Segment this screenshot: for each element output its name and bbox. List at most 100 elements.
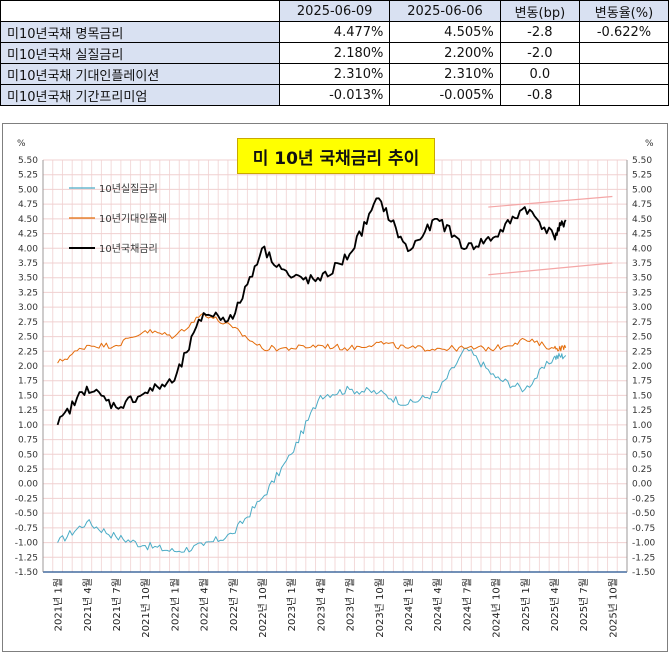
y-tick-label-left: -0.50 <box>15 509 39 519</box>
y-tick-label-right: -1.50 <box>632 568 656 578</box>
row-bp: -2.8 <box>499 21 580 43</box>
x-tick-label: 2023년 7월 <box>345 578 357 631</box>
y-tick-label-left: 1.75 <box>18 377 38 387</box>
x-tick-label: 2023년 4월 <box>315 578 327 631</box>
row-value-1: -0.013% <box>278 84 391 106</box>
y-tick-label-right: 2.25 <box>632 347 652 357</box>
y-tick-label-right: 1.50 <box>632 391 652 401</box>
x-tick-label: 2025년 10월 <box>607 578 619 638</box>
table-header-date2: 2025-06-06 <box>389 0 501 22</box>
y-tick-label-right: -0.50 <box>632 509 656 519</box>
row-pct <box>578 84 669 106</box>
row-value-2: -0.005% <box>389 84 501 106</box>
x-tick-label: 2023년 1월 <box>286 578 298 631</box>
legend-label: 10년실질금리 <box>99 183 158 195</box>
rates-table: 2025-06-09 2025-06-06 변동(bp) 변동율(%) 미10년… <box>0 0 669 106</box>
y-tick-label-left: 4.75 <box>18 200 38 210</box>
x-tick-label: 2024년 7월 <box>461 578 473 631</box>
table-row: 미10년국채 기간프리미엄 -0.013% -0.005% -0.8 <box>0 84 669 106</box>
row-label: 미10년국채 실질금리 <box>0 42 280 64</box>
x-tick-label: 2025년 7월 <box>578 578 590 631</box>
x-tick-label: 2024년 4월 <box>432 578 444 631</box>
y-tick-label-right: 5.00 <box>632 185 652 195</box>
x-tick-label: 2021년 7월 <box>111 578 123 631</box>
y-tick-label-right: 4.75 <box>632 200 652 210</box>
row-pct: -0.622% <box>578 21 669 43</box>
y-tick-label-right: 3.25 <box>632 288 652 298</box>
x-tick-label: 2025년 1월 <box>520 578 532 631</box>
series-line-2 <box>57 312 567 364</box>
y-tick-label-right: 3.50 <box>632 274 652 284</box>
table-row: 미10년국채 명목금리 4.477% 4.505% -2.8 -0.622% <box>0 21 669 43</box>
y-tick-label-right: 2.00 <box>632 362 652 372</box>
y-tick-label-left: -1.00 <box>15 539 39 549</box>
row-pct <box>578 42 669 64</box>
row-value-2: 2.200% <box>389 42 501 64</box>
y-tick-label-right: 1.75 <box>632 377 652 387</box>
chart-title: 미 10년 국채금리 추이 <box>237 138 435 174</box>
table-row: 미10년국채 기대인플레이션 2.310% 2.310% 0.0 <box>0 63 669 85</box>
y-tick-label-right: 5.50 <box>632 156 652 166</box>
x-tick-label: 2022년 10월 <box>257 578 269 638</box>
y-tick-label-right: -0.25 <box>632 494 655 504</box>
y-tick-label-left: 4.00 <box>18 244 38 254</box>
row-pct <box>578 63 669 85</box>
y-tick-label-right: -0.75 <box>632 524 655 534</box>
y-tick-label-right: -1.25 <box>632 553 655 563</box>
x-tick-label: 2024년 10월 <box>491 578 503 638</box>
row-value-1: 2.310% <box>278 63 391 85</box>
x-tick-label: 2021년 10월 <box>140 578 152 638</box>
y-tick-label-left: 3.25 <box>18 288 38 298</box>
row-value-2: 4.505% <box>389 21 501 43</box>
y-tick-label-left: 3.50 <box>18 274 38 284</box>
y-tick-label-left: 4.50 <box>18 215 38 225</box>
table-header-pct: 변동율(%) <box>578 0 669 22</box>
y-unit-left: % <box>17 139 26 149</box>
y-unit-right: % <box>645 139 654 149</box>
y-tick-label-left: 4.25 <box>18 230 38 240</box>
y-tick-label-left: 5.25 <box>18 171 38 181</box>
y-tick-label-left: 2.75 <box>18 318 38 328</box>
x-tick-label: 2023년 10월 <box>374 578 386 638</box>
y-tick-label-left: -1.25 <box>15 553 38 563</box>
y-tick-label-left: 2.25 <box>18 347 38 357</box>
x-tick-label: 2022년 4월 <box>199 578 211 631</box>
y-tick-label-left: 3.00 <box>18 303 38 313</box>
y-tick-label-left: 5.00 <box>18 185 38 195</box>
x-tick-label: 2022년 7월 <box>228 578 240 631</box>
y-tick-label-left: 1.25 <box>18 406 38 416</box>
x-tick-label: 2024년 1월 <box>403 578 415 631</box>
row-bp: 0.0 <box>499 63 580 85</box>
y-tick-label-left: -0.25 <box>15 494 38 504</box>
y-tick-label-right: 0.50 <box>632 450 652 460</box>
y-tick-label-right: 3.00 <box>632 303 652 313</box>
y-tick-label-right: 3.75 <box>632 259 652 269</box>
x-tick-label: 2021년 4월 <box>82 578 94 631</box>
y-tick-label-right: 0.00 <box>632 480 652 490</box>
row-value-2: 2.310% <box>389 63 501 85</box>
table-header-date1: 2025-06-09 <box>278 0 391 22</box>
row-value-1: 2.180% <box>278 42 391 64</box>
row-label: 미10년국채 기대인플레이션 <box>0 63 280 85</box>
y-tick-label-right: 2.75 <box>632 318 652 328</box>
y-tick-label-right: 4.50 <box>632 215 652 225</box>
y-tick-label-right: 5.25 <box>632 171 652 181</box>
row-label: 미10년국채 기간프리미엄 <box>0 84 280 106</box>
y-tick-label-left: 1.00 <box>18 421 38 431</box>
x-tick-label: 2025년 4월 <box>549 578 561 631</box>
x-tick-label: 2021년 1월 <box>53 578 65 631</box>
series-line-1 <box>57 347 567 553</box>
chart-svg: -1.50 -1.50 -1.25 -1.25 -1.00 -1.00 -0.75 -0.75… <box>15 139 656 638</box>
table-row: 미10년국채 실질금리 2.180% 2.200% -2.0 <box>0 42 669 64</box>
y-tick-label-right: 2.50 <box>632 333 652 343</box>
chart-area: -1.50 -1.50 -1.25 -1.25 -1.00 -1.00 -0.75 -0.75… <box>2 123 668 652</box>
table-header-bp: 변동(bp) <box>499 0 580 22</box>
y-tick-label-left: 1.50 <box>18 391 38 401</box>
row-label: 미10년국채 명목금리 <box>0 21 280 43</box>
table-header-blank <box>0 0 280 22</box>
y-tick-label-right: 1.25 <box>632 406 652 416</box>
y-tick-label-left: -1.50 <box>15 568 39 578</box>
y-tick-label-left: 0.75 <box>18 436 38 446</box>
y-tick-label-left: 3.75 <box>18 259 38 269</box>
y-tick-label-right: -1.00 <box>632 539 656 549</box>
